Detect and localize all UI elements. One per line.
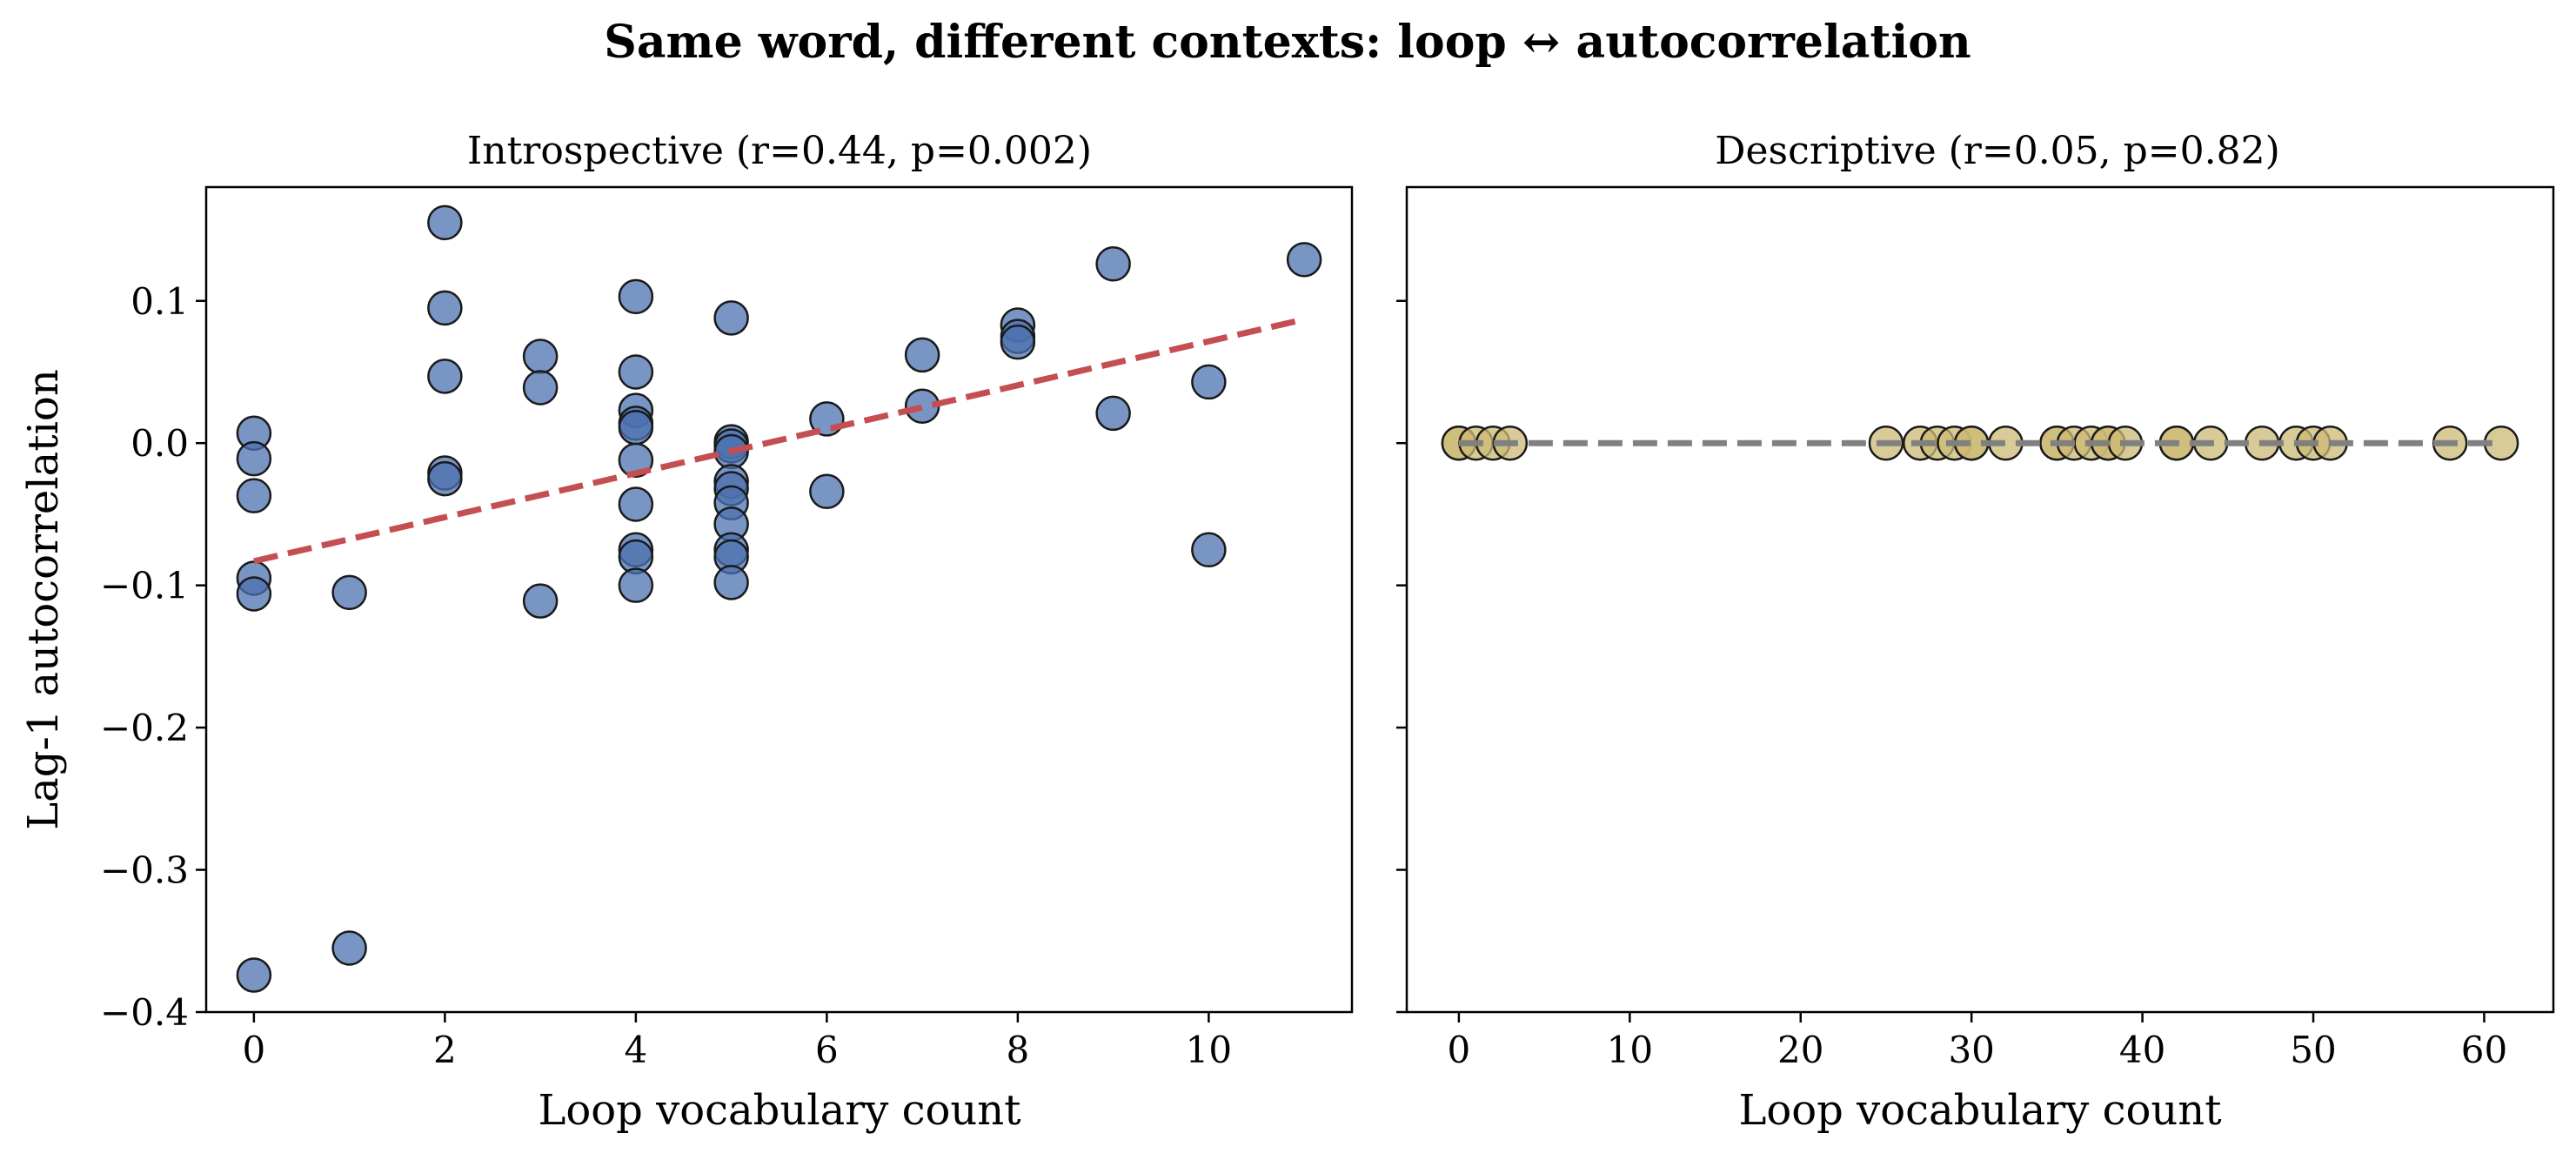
descriptive-marks [1441,425,2519,461]
descriptive-plot-frame [1405,185,2555,1014]
data-point [713,300,749,336]
data-point [618,278,654,315]
data-point [427,460,463,497]
data-point [1191,364,1227,400]
x-tick-label: 2 [433,1029,457,1071]
data-point [618,354,654,390]
data-point [427,290,463,326]
data-point [331,930,367,966]
data-point [618,486,654,522]
data-point [236,957,272,993]
introspective-title: Introspective (r=0.44, p=0.002) [467,129,1092,173]
introspective-y-axis-label: Lag-1 autocorrelation [19,369,68,829]
x-tick-label: 20 [1777,1029,1823,1071]
y-tick-label: 0.1 [130,280,189,323]
introspective-panel: Introspective (r=0.44, p=0.002) 0 2 4 6 8 10 −… [19,129,1354,1135]
x-tick-label: 4 [625,1029,648,1071]
data-point [236,576,272,612]
y-tick-label: 0.0 [130,422,189,465]
data-point [1286,242,1322,278]
x-tick-label: 0 [243,1029,266,1071]
descriptive-title: Descriptive (r=0.05, p=0.82) [1715,129,2280,173]
data-point [522,583,559,619]
data-point [1095,246,1131,282]
data-point [618,409,654,446]
introspective-marks [236,205,1322,993]
regression-fit-line [253,316,1305,565]
data-point [331,574,367,611]
data-point [904,337,940,373]
descriptive-axis-ticks: 0 10 20 30 40 50 60 [1396,299,2507,1071]
descriptive-x-axis-label: Loop vocabulary count [1739,1086,2222,1135]
introspective-x-axis-label: Loop vocabulary count [539,1086,1021,1135]
x-tick-label: 50 [2290,1029,2336,1071]
data-point [522,339,559,374]
x-tick-label: 40 [2119,1029,2165,1071]
y-tick-label: −0.4 [100,991,189,1034]
data-point [713,565,749,600]
data-point [809,473,845,510]
x-tick-label: 0 [1448,1029,1471,1071]
data-point [427,359,463,394]
y-tick-label: −0.1 [100,565,189,607]
data-point [1191,532,1227,568]
data-point [1095,395,1131,432]
data-point [236,478,272,513]
data-point [618,567,654,603]
x-tick-label: 30 [1948,1029,1994,1071]
data-point [427,205,463,241]
data-point [236,440,272,477]
x-tick-label: 10 [1186,1029,1232,1071]
y-tick-label: −0.3 [100,849,189,892]
x-tick-label: 6 [815,1029,839,1071]
x-tick-label: 8 [1007,1029,1030,1071]
x-tick-label: 10 [1607,1029,1653,1071]
figure-title: Same word, different contexts: loop ↔ au… [604,16,1970,69]
introspective-axis-ticks: 0 2 4 6 8 10 −0.4 −0.3 −0.2 −0.1 0.0 0.1 [100,280,1232,1071]
descriptive-panel: Descriptive (r=0.05, p=0.82) 0 10 20 30 40 50… [1396,129,2555,1135]
data-point [1000,324,1036,360]
introspective-plot-frame [204,185,1354,1014]
data-point [522,370,559,406]
x-tick-label: 60 [2461,1029,2507,1071]
y-tick-label: −0.2 [100,707,189,749]
